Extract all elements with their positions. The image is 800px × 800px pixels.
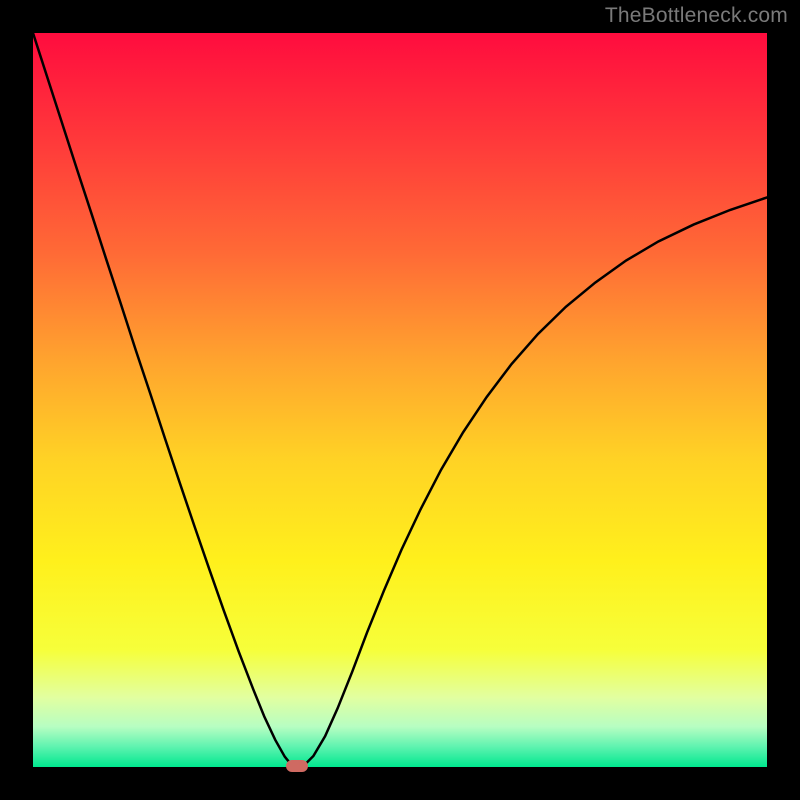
watermark-text: TheBottleneck.com [605,4,788,28]
bottleneck-curve [33,33,767,767]
chart-plot-area [33,33,767,767]
chart-curve-layer [33,33,767,767]
